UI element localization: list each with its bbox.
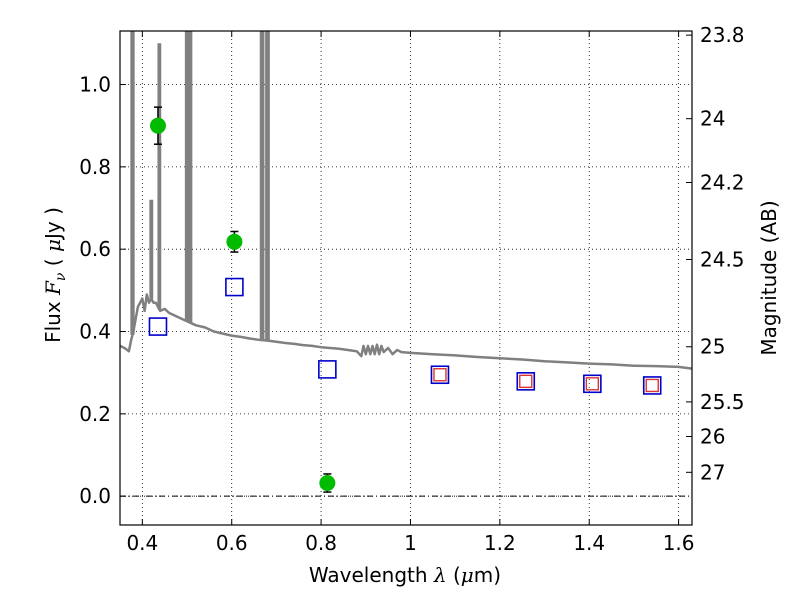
x-axis-label-unit-rest: m): [474, 563, 501, 587]
y-tick-label: 1.0: [79, 73, 111, 97]
model-flux-square-red: [585, 377, 600, 391]
model-flux-square-red: [519, 374, 533, 389]
x-tick-label: 0.6: [216, 531, 248, 555]
x-axis-label: Wavelength λ (μm): [309, 563, 501, 587]
x-axis-label-text: Wavelength: [309, 563, 428, 587]
model-flux-square-red: [645, 378, 659, 393]
observed-flux-point: [149, 117, 166, 134]
y-tick-label: 0.4: [79, 320, 111, 344]
y-tick-label: 0.2: [79, 402, 111, 426]
y-tick-label: 0.8: [79, 155, 111, 179]
y-axis-label: Flux Fν ( μJy ): [41, 207, 69, 343]
y2-axis-label: Magnitude (AB): [757, 200, 781, 355]
model-flux-square: [430, 365, 450, 385]
model-flux-square: [318, 360, 337, 379]
spectrum-emission-line: [188, 31, 193, 323]
x-tick-label: 1: [404, 531, 417, 555]
y2-tick-label: 24: [700, 107, 725, 131]
model-flux-square: [225, 277, 244, 297]
spectrum-emission-line: [259, 31, 265, 341]
grid: [120, 31, 692, 525]
model-flux-square: [148, 317, 168, 336]
plot-frame: [119, 30, 693, 526]
y-axis-label-unit-open: (: [41, 258, 65, 266]
data-points: [148, 106, 662, 493]
y2-tick-label: 27: [700, 460, 725, 484]
y-axis-label-symbol: F: [41, 280, 65, 296]
y2-tick-label: 25: [700, 335, 725, 359]
y-tick-label: 0.6: [79, 237, 111, 261]
spectrum-emission-line: [157, 43, 162, 310]
x-tick-label: 1.6: [663, 531, 695, 555]
model-flux-square: [516, 372, 536, 391]
x-axis-label-unit-open: (: [453, 563, 461, 587]
model-flux-square: [642, 376, 662, 395]
model-flux-square-red: [433, 368, 447, 382]
observed-flux-point: [319, 475, 336, 492]
x-axis-label-symbol: λ: [433, 563, 447, 587]
observed-flux-point: [226, 233, 243, 250]
y-axis-label-unit-mu: μ: [41, 239, 65, 252]
y-axis-label-text: Flux: [41, 301, 65, 343]
y2-tick-label: 24.5: [700, 247, 745, 271]
spectrum-emission-line: [184, 31, 190, 322]
y-axis-label-unit-rest: Jy ): [41, 207, 65, 241]
y-axis-label-subscript: ν: [53, 272, 69, 281]
y2-tick-label: 23.8: [700, 23, 745, 47]
y2-tick-label: 25.5: [700, 390, 745, 414]
spectrum-emission-line: [130, 31, 135, 335]
spectrum-emission-line: [149, 199, 154, 299]
x-tick-label: 1.4: [573, 531, 605, 555]
spectrum-continuum: [120, 293, 692, 370]
x-tick-label: 0.4: [126, 531, 158, 555]
y-tick-label: 0.0: [79, 484, 111, 508]
x-tick-label: 1.2: [484, 531, 516, 555]
x-tick-label: 0.8: [305, 531, 337, 555]
axis-ticks: 0.4 0.6 0.8 1 1.2 1.4 1.6 0.0 0.2 0.4 0.6 0.8 1.0 23.…: [79, 23, 744, 555]
model-flux-square: [583, 374, 602, 394]
x-axis-label-unit-mu: μ: [461, 563, 474, 587]
spectrum-emission-line: [265, 31, 270, 341]
y2-tick-label: 26: [700, 424, 725, 448]
y2-tick-label: 24.2: [700, 170, 745, 194]
model-spectrum: [120, 31, 692, 370]
